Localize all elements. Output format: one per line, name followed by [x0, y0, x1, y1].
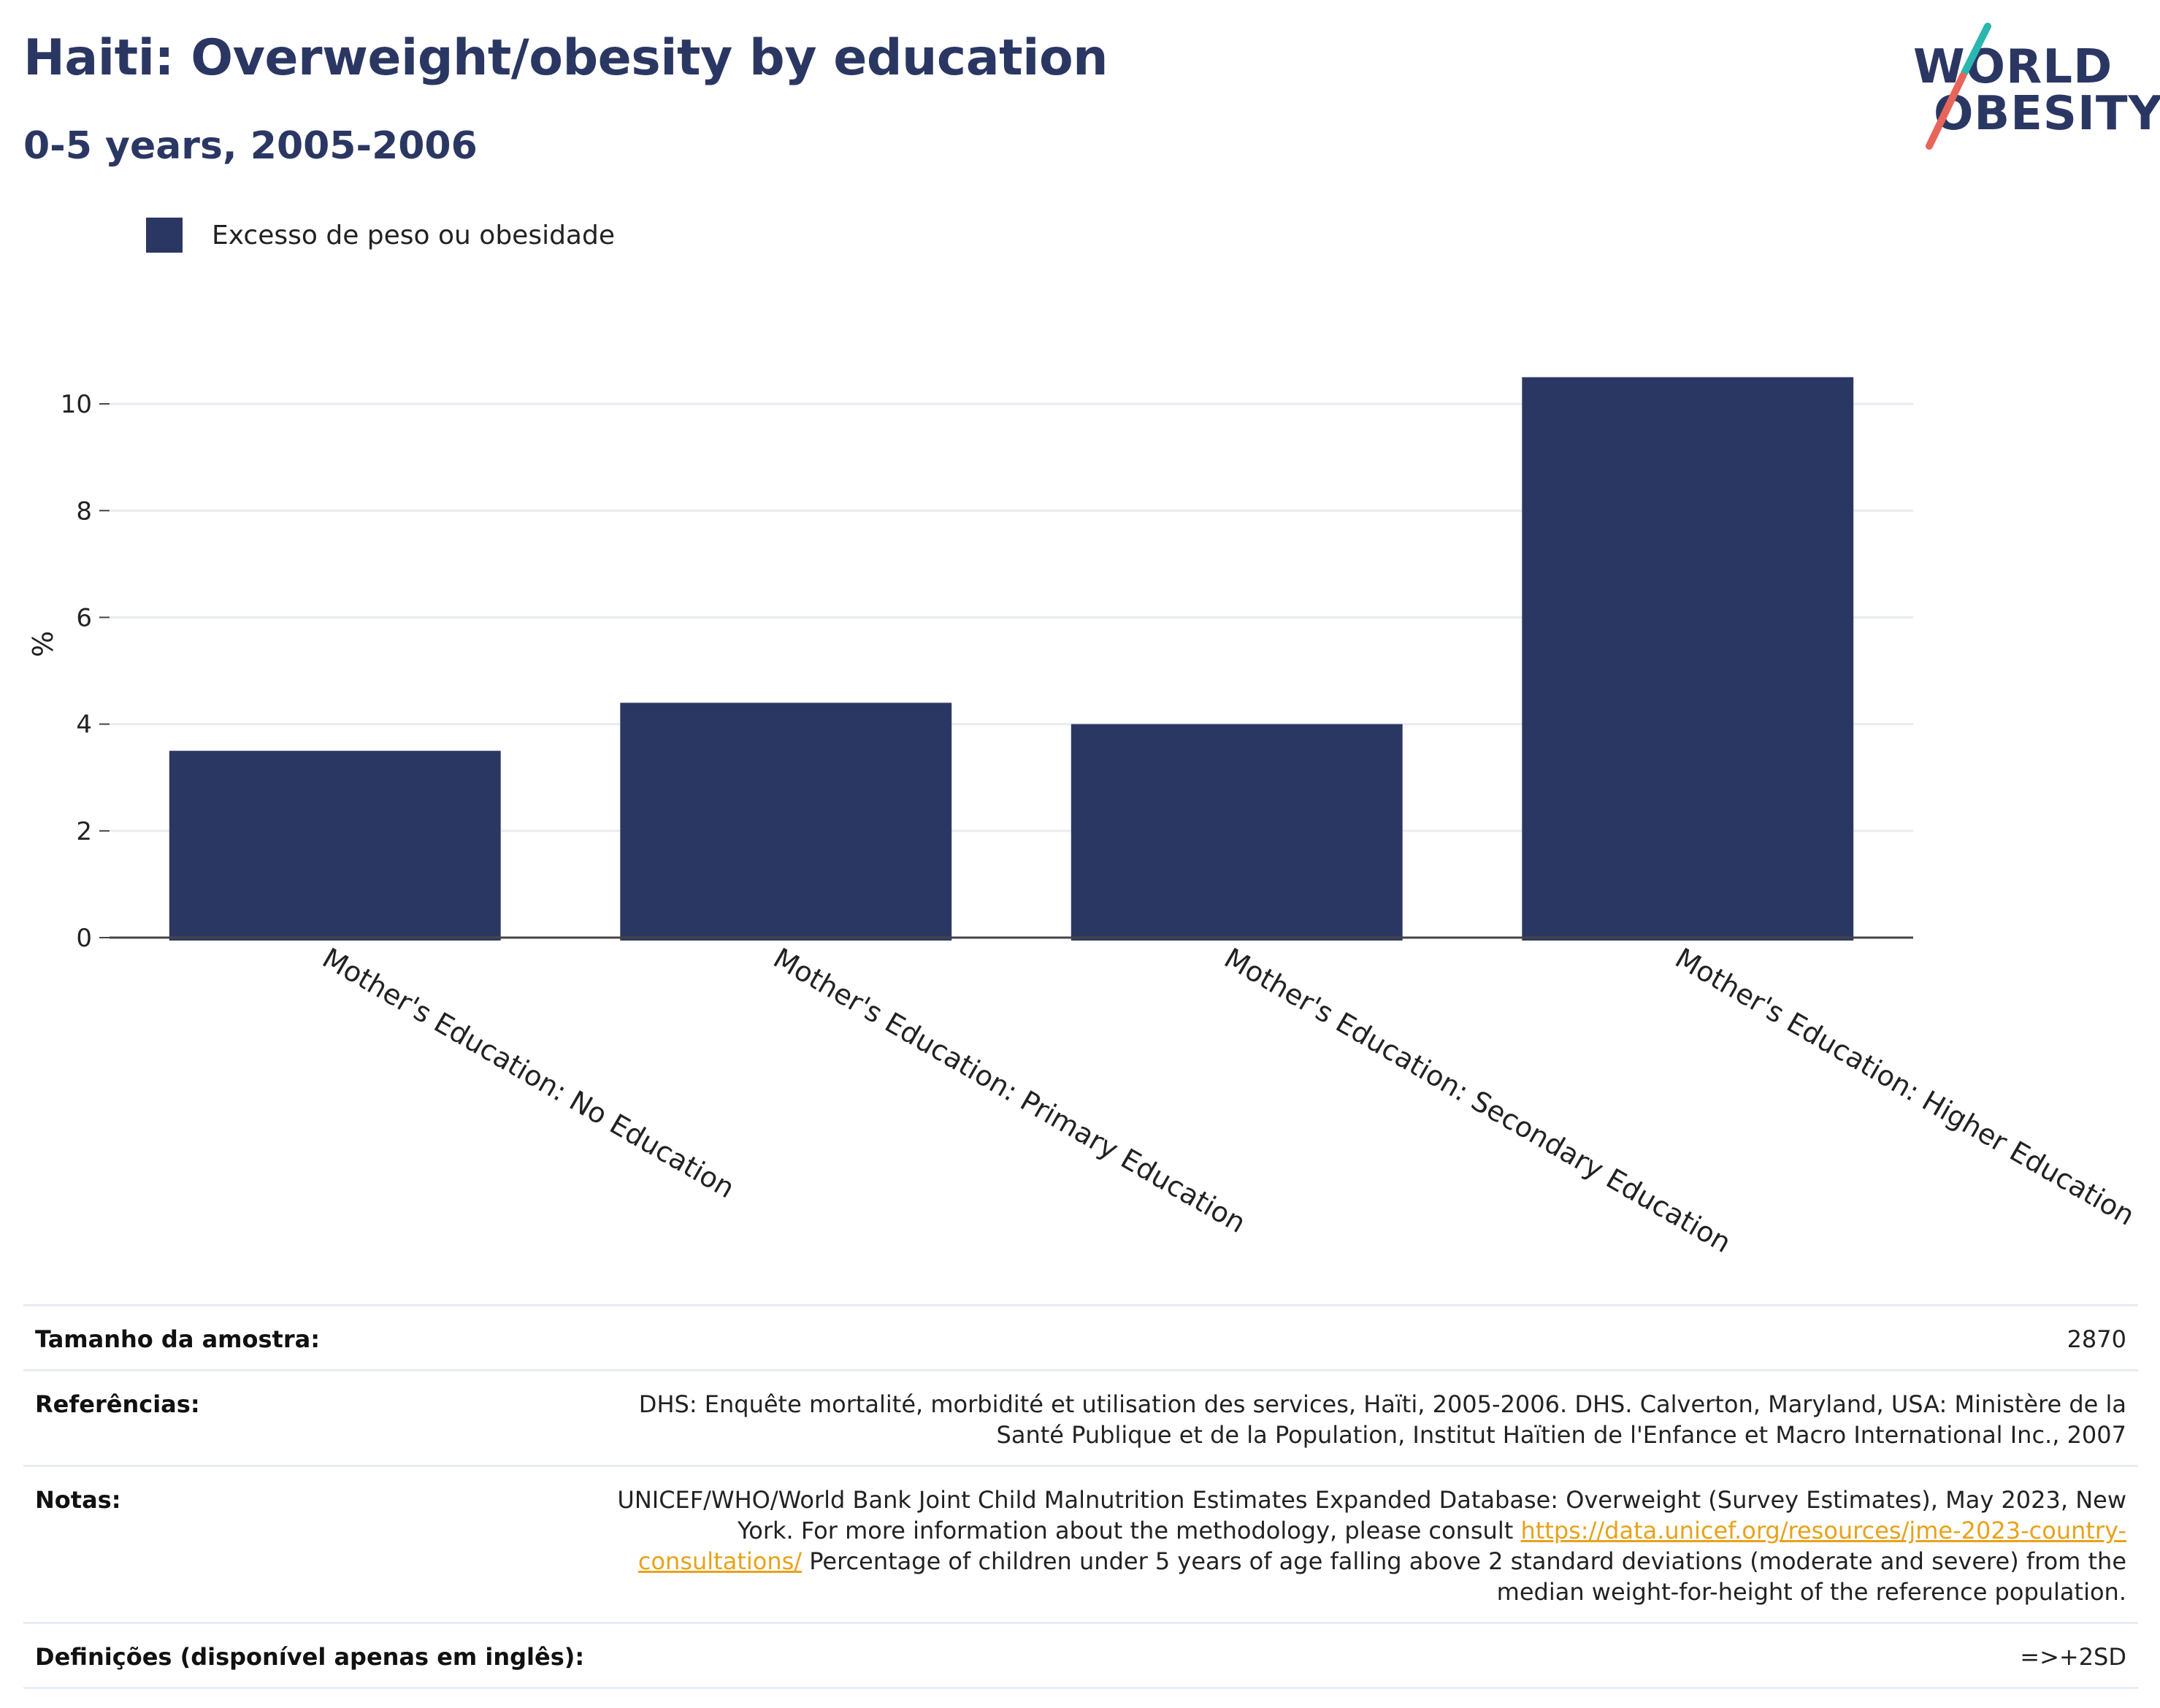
- definitions-label: Definições (disponível apenas em inglês)…: [35, 1643, 585, 1671]
- chart-title: Haiti: Overweight/obesity by education: [23, 29, 1108, 87]
- legend-label: Excesso de peso ou obesidade: [212, 220, 615, 250]
- y-tick-label: 6: [76, 603, 92, 632]
- sample-size-label: Tamanho da amostra:: [35, 1325, 320, 1353]
- chart-legend[interactable]: Excesso de peso ou obesidade: [146, 218, 615, 253]
- legend-swatch: [146, 218, 183, 253]
- notes-value: UNICEF/WHO/World Bank Joint Child Malnut…: [578, 1485, 2126, 1607]
- notes-text-after: Percentage of children under 5 years of …: [802, 1547, 2126, 1606]
- x-category-label: Mother's Education: Primary Education: [768, 942, 1252, 1239]
- y-tick-label: 10: [61, 390, 92, 419]
- bar-1: [169, 751, 501, 941]
- x-category-label: Mother's Education: No Education: [317, 942, 740, 1205]
- y-tick-label: 8: [76, 497, 92, 526]
- bar-3: [1071, 724, 1403, 941]
- meta-row-references: Referências: DHS: Enquête mortalité, mor…: [23, 1369, 2138, 1465]
- methodology-link[interactable]: https://data.unicef.org/resources/jme-20…: [637, 1517, 2126, 1575]
- references-label: Referências:: [35, 1390, 200, 1418]
- x-category-label: Mother's Education: Higher Education: [1670, 942, 2140, 1232]
- bar-4: [1522, 377, 1854, 941]
- notes-label: Notas:: [35, 1486, 121, 1514]
- chart-subtitle: 0-5 years, 2005-2006: [23, 124, 478, 168]
- references-value: DHS: Enquête mortalité, morbidité et uti…: [638, 1390, 2126, 1449]
- y-tick-label: 2: [76, 817, 92, 846]
- logo-word-obesity: OBESITY: [1934, 87, 2160, 141]
- sample-size-value: 2870: [2067, 1325, 2126, 1353]
- definitions-value: =>+2SD: [2020, 1643, 2126, 1671]
- y-tick-label: 4: [76, 711, 92, 740]
- meta-row-definitions: Definições (disponível apenas em inglês)…: [23, 1622, 2138, 1689]
- logo-word-world: WORLD: [1913, 40, 2113, 94]
- bar-chart: 0 2 4 6 8 10% Mother's Education: No Education…: [27, 377, 2140, 1260]
- notes-text-before: UNICEF/WHO/World Bank Joint Child Malnut…: [617, 1486, 2126, 1544]
- meta-row-sample: Tamanho da amostra: 2870: [23, 1304, 2138, 1369]
- bar-2: [620, 702, 952, 941]
- meta-row-notes: Notas: UNICEF/WHO/World Bank Joint Child…: [23, 1465, 2138, 1622]
- metadata-table: Tamanho da amostra: 2870 Referências: DH…: [23, 1304, 2138, 1689]
- x-category-label: Mother's Education: Secondary Education: [1219, 942, 1736, 1260]
- y-tick-label: 0: [76, 924, 92, 953]
- world-obesity-logo: WORLD OBESITY: [1899, 22, 2160, 153]
- logo-slash-icon: [1926, 23, 1991, 150]
- y-axis-title: %: [27, 631, 59, 657]
